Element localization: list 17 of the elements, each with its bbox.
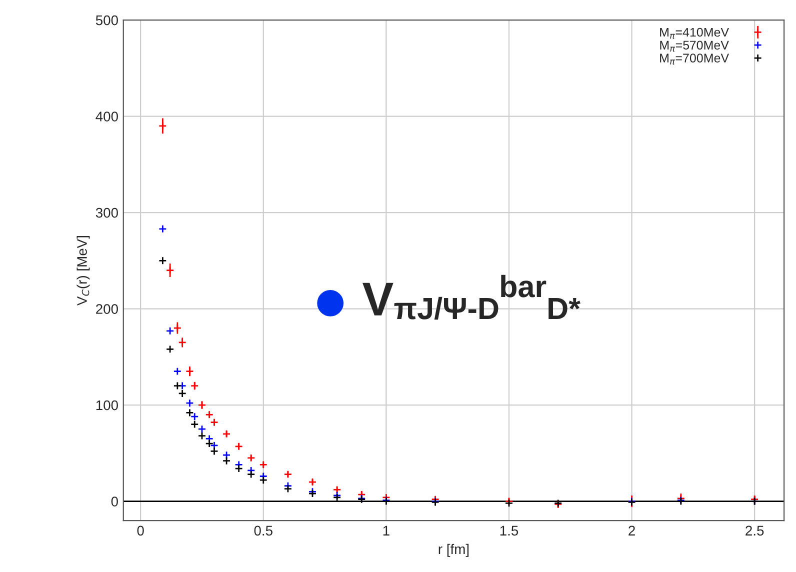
- y-tick-label: 100: [96, 400, 118, 410]
- legend-label: M$_{π}$=570MeV: [660, 40, 729, 52]
- x-tick-label: 1: [383, 526, 390, 536]
- x-tick-label: 1.5: [500, 526, 518, 536]
- y-tick-label: 200: [96, 304, 118, 314]
- y-tick-label: 0: [111, 496, 118, 506]
- x-axis-title: r [fm]: [438, 544, 469, 557]
- x-tick-label: 0: [137, 526, 144, 536]
- x-tick-label: 2: [628, 526, 635, 536]
- y-tick-label: 400: [96, 112, 118, 122]
- legend-label: M$_{π}$=700MeV: [660, 54, 730, 65]
- y-axis-title: V$_{C}$(r) [MeV]: [76, 236, 90, 306]
- x-tick-label: 0.5: [254, 526, 272, 536]
- x-tick-label: 2.5: [746, 526, 764, 536]
- y-tick-label: 300: [96, 208, 118, 218]
- y-tick-label: 500: [96, 15, 118, 26]
- legend-label: M$_{π}$=410MeV: [660, 28, 730, 39]
